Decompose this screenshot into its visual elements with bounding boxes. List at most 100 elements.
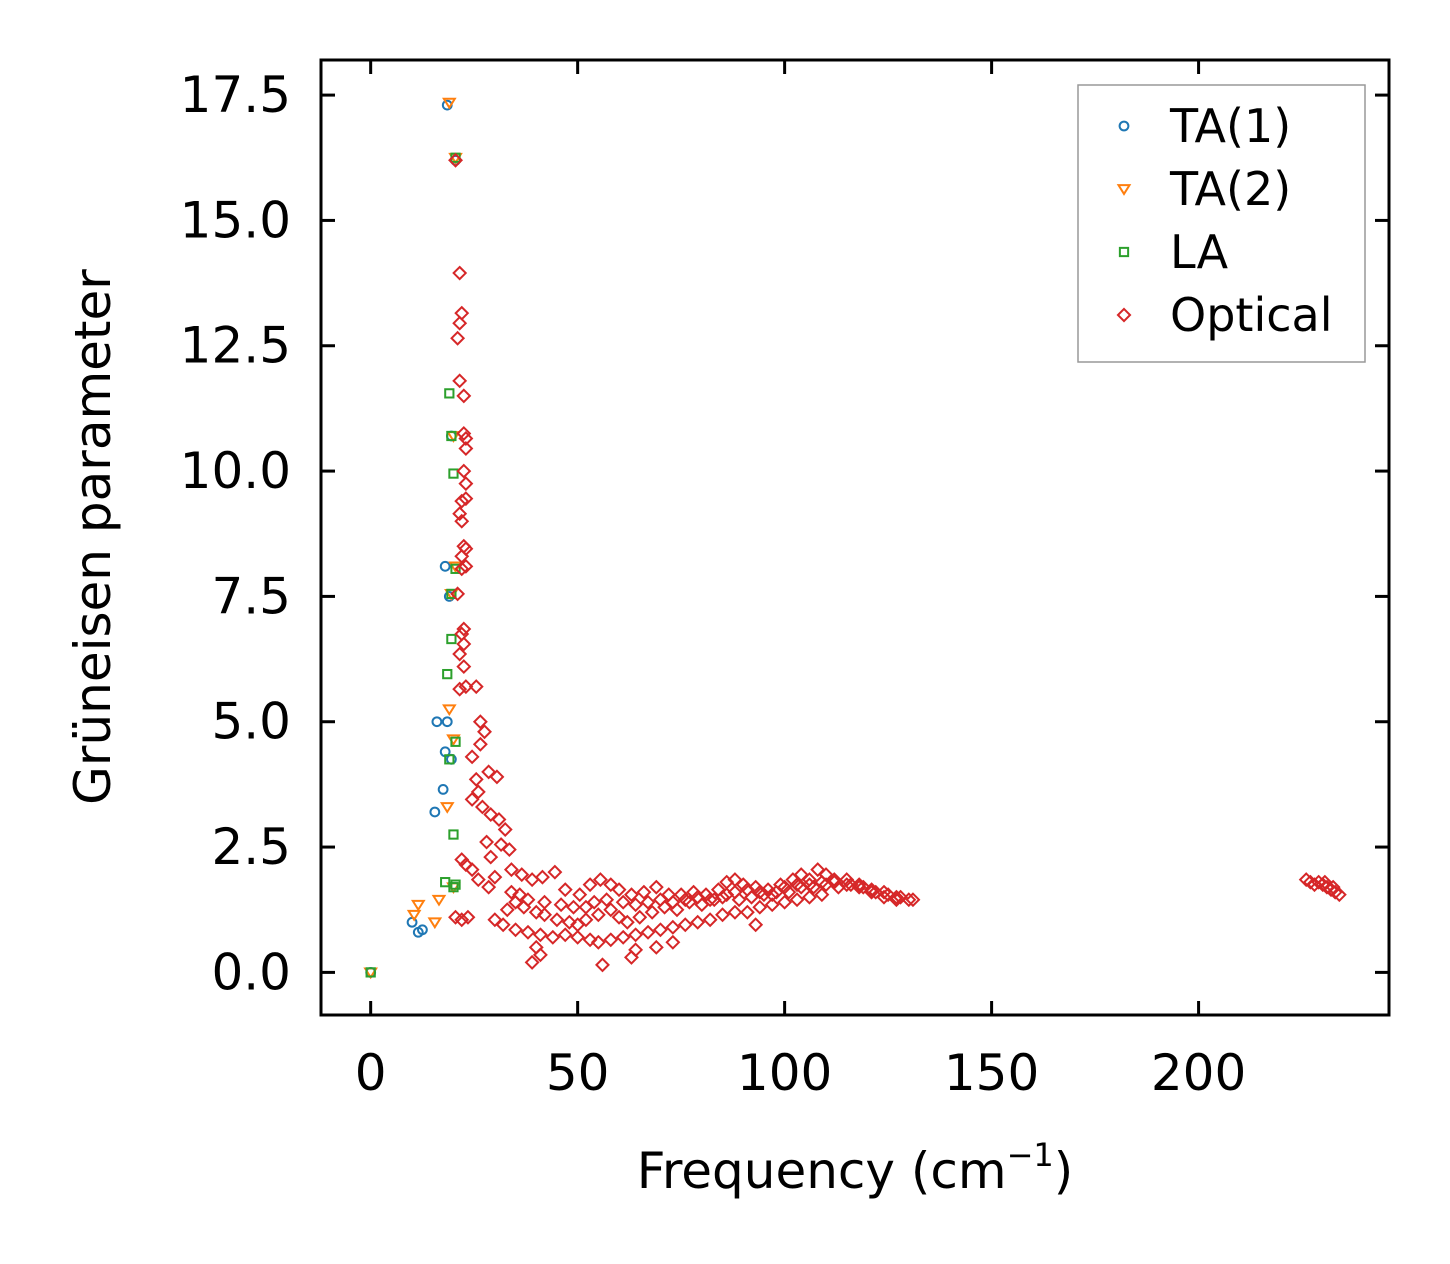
- data-point: [468, 771, 484, 787]
- data-point: [499, 902, 515, 918]
- data-point: [439, 560, 451, 572]
- data-point: [464, 791, 480, 807]
- y-tick-label: 10.0: [180, 442, 291, 500]
- data-point: [450, 586, 466, 602]
- legend-marker: [1116, 184, 1132, 196]
- data-point: [777, 879, 793, 895]
- series-ta-2-: [363, 97, 463, 980]
- data-point: [557, 927, 573, 943]
- data-point: [739, 904, 755, 920]
- data-point: [483, 807, 499, 822]
- data-point: [905, 892, 921, 908]
- data-point: [632, 909, 648, 925]
- data-point: [454, 513, 470, 529]
- data-point: [1311, 874, 1327, 890]
- data-point: [442, 97, 457, 110]
- legend-label: LA: [1170, 225, 1229, 279]
- data-point: [572, 887, 588, 903]
- data-point: [748, 917, 764, 933]
- data-point: [477, 724, 492, 740]
- legend-marker: [1118, 120, 1130, 132]
- x-tick-label: 150: [944, 1044, 1039, 1102]
- data-point: [802, 889, 817, 905]
- data-point: [520, 892, 536, 908]
- plot-area: 0 50 100 150 200 0.0 2.5 5.0 7.5 10.0 12.5 15.0 17.5: [180, 58, 1391, 1102]
- data-point: [561, 914, 577, 930]
- data-point: [456, 426, 472, 441]
- data-point: [648, 879, 664, 895]
- x-tick-label: 0: [355, 1044, 387, 1102]
- data-point: [640, 894, 656, 910]
- data-point: [739, 882, 755, 898]
- data-point: [442, 704, 457, 717]
- data-point: [448, 829, 459, 840]
- y-tick-label: 0.0: [211, 943, 291, 1001]
- data-point: [1298, 872, 1314, 888]
- plot-frame: [319, 58, 1391, 1017]
- data-point: [444, 754, 455, 765]
- data-point: [893, 889, 908, 905]
- legend-marker: [1118, 246, 1130, 258]
- data-point: [454, 493, 470, 509]
- data-point: [456, 621, 472, 637]
- data-point: [727, 904, 743, 920]
- data-point: [789, 892, 805, 908]
- data-point: [764, 887, 780, 903]
- data-point: [446, 588, 457, 600]
- data-point: [479, 834, 495, 850]
- data-point: [454, 561, 470, 577]
- data-point: [690, 914, 706, 930]
- data-point: [888, 892, 904, 908]
- data-point: [814, 887, 830, 903]
- data-point: [481, 764, 497, 780]
- data-point: [503, 862, 519, 878]
- data-point: [628, 942, 644, 958]
- data-point: [450, 879, 461, 890]
- data-point: [535, 869, 550, 885]
- data-point: [839, 877, 855, 893]
- data-point: [864, 884, 880, 900]
- data-point: [640, 924, 656, 940]
- data-point: [1317, 874, 1333, 890]
- x-tick-label: 200: [1151, 1044, 1246, 1102]
- data-point: [644, 904, 660, 920]
- data-point: [460, 909, 476, 925]
- data-point: [458, 558, 474, 574]
- data-points-layer: [363, 97, 1347, 980]
- data-point: [446, 633, 457, 645]
- data-point: [851, 879, 867, 895]
- data-point: [452, 506, 468, 522]
- data-point: [876, 889, 892, 905]
- data-point: [648, 939, 664, 955]
- data-point: [592, 872, 608, 888]
- data-point: [615, 894, 631, 910]
- data-point: [549, 912, 565, 928]
- data-point: [487, 869, 503, 885]
- data-point: [456, 659, 472, 675]
- data-point: [553, 897, 569, 913]
- data-point: [431, 716, 443, 728]
- data-point: [532, 947, 548, 963]
- data-point: [468, 679, 484, 695]
- data-point: [715, 907, 730, 923]
- series-la: [365, 152, 461, 978]
- data-point: [503, 884, 519, 900]
- data-point: [715, 889, 730, 905]
- data-point: [464, 749, 480, 765]
- data-point: [547, 864, 563, 880]
- legend-marker: [1116, 307, 1132, 323]
- data-point: [524, 954, 540, 970]
- data-point: [677, 892, 693, 908]
- data-point: [611, 882, 627, 898]
- data-point: [566, 899, 581, 915]
- data-point: [501, 842, 517, 858]
- data-point: [456, 636, 472, 652]
- data-point: [880, 887, 896, 903]
- data-point: [665, 919, 681, 935]
- data-point: [470, 872, 486, 888]
- data-point: [532, 927, 548, 943]
- legend-label: Optical: [1170, 288, 1332, 342]
- data-point: [611, 909, 627, 925]
- data-point: [431, 894, 447, 907]
- y-tick-label: 7.5: [211, 567, 291, 625]
